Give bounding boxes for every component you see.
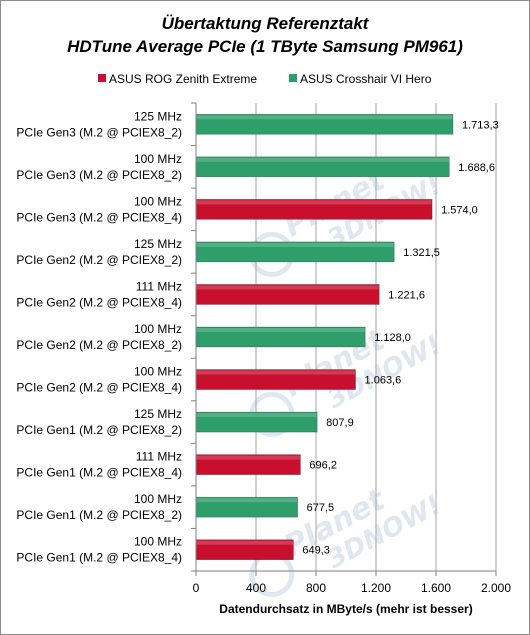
category-label: 100 MHz [134, 152, 182, 166]
bar-highlight [196, 540, 293, 545]
legend-label-crosshair: ASUS Crosshair VI Hero [300, 72, 432, 86]
data-label: 1.063,6 [365, 375, 402, 387]
data-label: 677,5 [307, 502, 335, 514]
data-label: 1.128,0 [374, 332, 411, 344]
data-label: 1.321,5 [403, 247, 440, 259]
x-tick-label: 800 [306, 581, 326, 595]
bar-highlight [196, 285, 379, 290]
category-label: PCIe Gen2 (M.2 @ PCIEX8_2) [16, 253, 182, 267]
bar-highlight [196, 455, 300, 460]
category-label: PCIe Gen2 (M.2 @ PCIEX8_2) [16, 338, 182, 352]
data-label: 807,9 [326, 417, 354, 429]
bar-highlight [196, 157, 449, 162]
data-label: 1.221,6 [388, 289, 425, 301]
x-tick-label: 400 [246, 581, 266, 595]
x-axis-label: Datendurchsatz in MByte/s (mehr ist bess… [219, 602, 472, 616]
category-label: PCIe Gen2 (M.2 @ PCIEX8_4) [16, 381, 182, 395]
data-label: 1.688,6 [458, 162, 495, 174]
category-label: 111 MHz [136, 450, 182, 464]
grid-layer [255, 103, 497, 571]
data-label: 696,2 [309, 460, 337, 472]
data-label: 1.574,0 [441, 204, 478, 216]
legend-label-zenith: ASUS ROG Zenith Extreme [109, 72, 257, 86]
category-label: 100 MHz [134, 322, 182, 336]
category-label: PCIe Gen3 (M.2 @ PCIEX8_2) [16, 168, 182, 182]
category-label: 100 MHz [134, 535, 182, 549]
bar-highlight [196, 242, 394, 247]
category-label: PCIe Gen1 (M.2 @ PCIEX8_2) [16, 508, 182, 522]
category-label: 111 MHz [136, 279, 182, 293]
category-label: 100 MHz [134, 492, 182, 506]
data-label: 649,3 [302, 545, 330, 557]
x-tick-label: 0 [193, 581, 200, 595]
category-label: PCIe Gen1 (M.2 @ PCIEX8_2) [16, 423, 182, 437]
bar-highlight [196, 115, 453, 120]
category-label: PCIe Gen1 (M.2 @ PCIEX8_4) [16, 466, 182, 480]
category-label: PCIe Gen3 (M.2 @ PCIEX8_2) [16, 125, 182, 139]
legend: ASUS ROG Zenith Extreme ASUS Crosshair V… [98, 72, 432, 86]
category-label: 100 MHz [134, 365, 182, 379]
category-label: 125 MHz [134, 237, 182, 251]
legend-swatch-crosshair [289, 74, 297, 82]
category-label: PCIe Gen3 (M.2 @ PCIEX8_4) [16, 210, 182, 224]
bar-highlight [196, 328, 365, 332]
category-label: PCIe Gen1 (M.2 @ PCIEX8_4) [16, 551, 182, 565]
bar-highlight [196, 498, 298, 503]
category-label: 125 MHz [134, 407, 182, 421]
x-tick-label: 2.000 [481, 581, 511, 595]
bar-highlight [196, 413, 317, 418]
bar-highlight [196, 370, 356, 375]
x-tick-label: 1.200 [361, 581, 391, 595]
category-label: 100 MHz [134, 194, 182, 208]
bars-layer: 1.713,3 125 MHz PCIe Gen3 (M.2 @ PCIEX8_2)… [16, 109, 498, 564]
legend-swatch-zenith [98, 74, 106, 82]
chart-subtitle: HDTune Average PCIe (1 TByte Samsung PM9… [67, 37, 463, 56]
chart-title: Übertaktung Referenztakt [162, 14, 370, 33]
x-tick-label: 1.600 [421, 581, 451, 595]
category-label: PCIe Gen2 (M.2 @ PCIEX8_4) [16, 295, 182, 309]
axis-layer: 0 400 800 1.200 1.600 2.000 [191, 102, 511, 595]
category-label: 125 MHz [134, 109, 182, 123]
bar-highlight [196, 200, 432, 205]
data-label: 1.713,3 [462, 119, 499, 131]
